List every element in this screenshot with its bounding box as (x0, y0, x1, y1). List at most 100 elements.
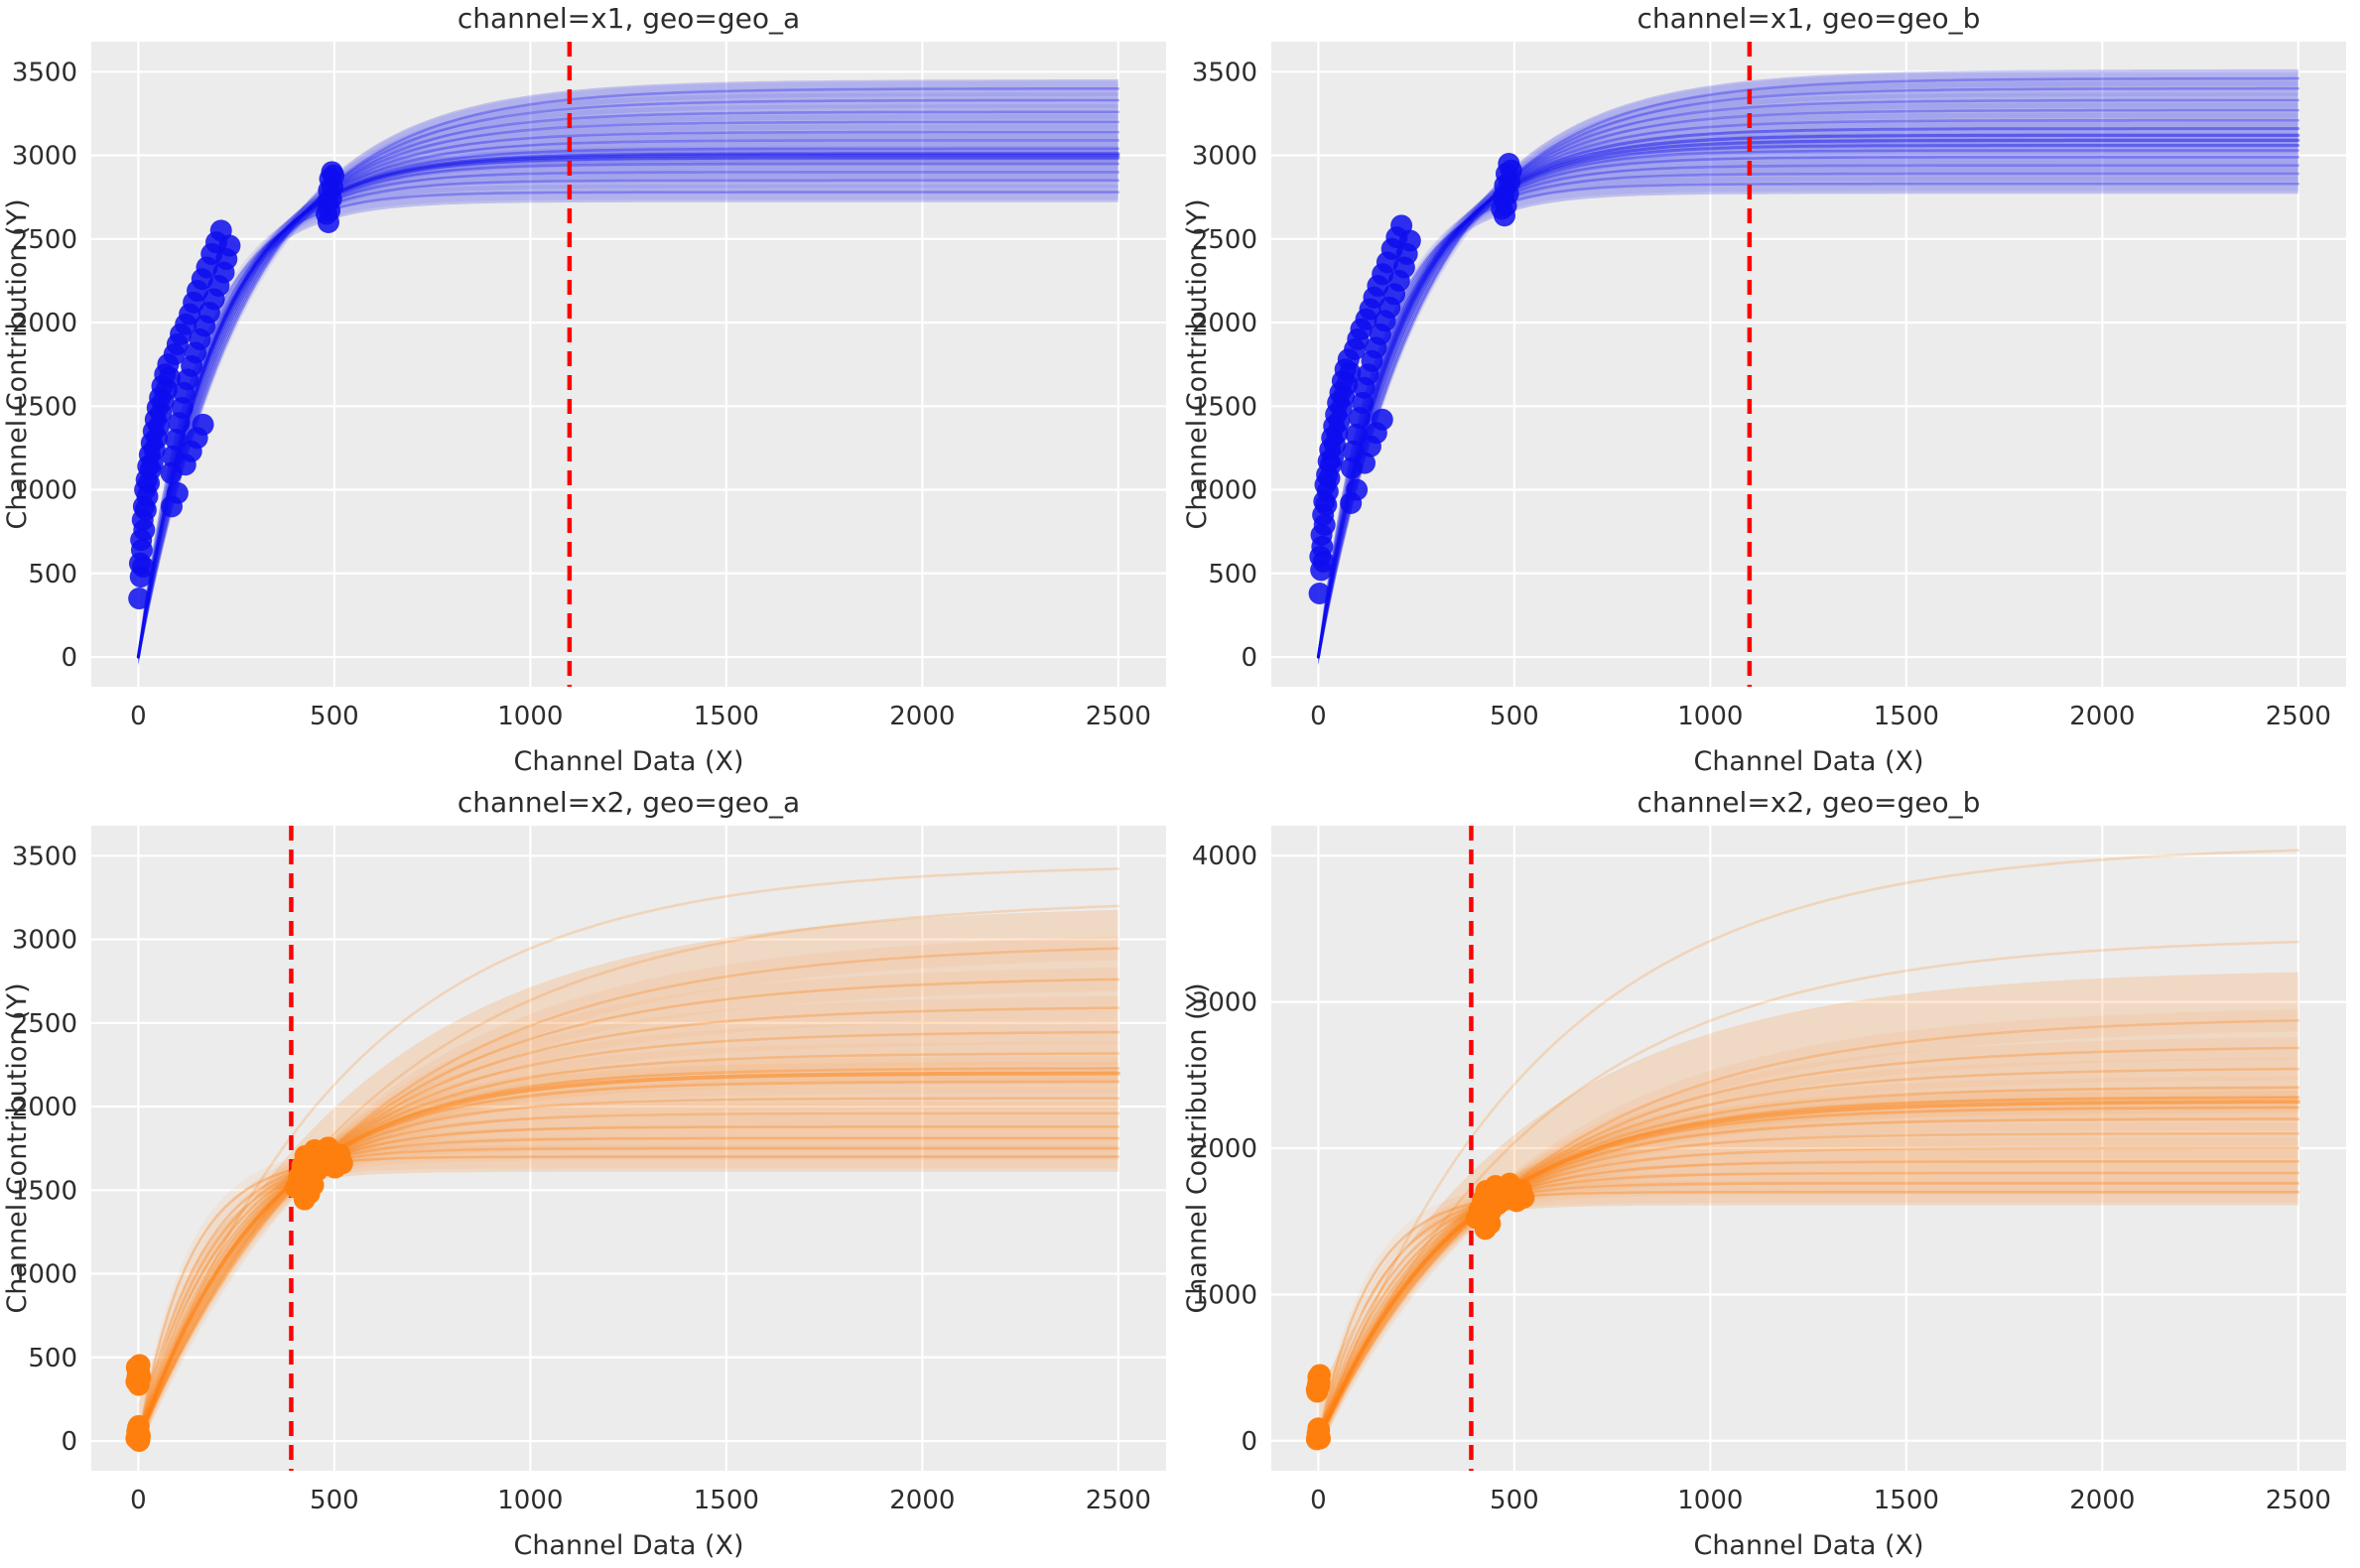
fit-curve (137, 867, 1120, 1443)
y-tick-label: 2500 (12, 1009, 77, 1039)
x-tick-label: 2500 (2266, 702, 2331, 731)
subplot-title: channel=x2, geo=geo_b (1638, 786, 1981, 819)
x-tick-label: 500 (310, 1486, 359, 1515)
scatter-point (160, 495, 183, 518)
y-tick-label: 1000 (12, 476, 77, 506)
scatter-point (1340, 492, 1363, 515)
x-tick-label: 0 (130, 1486, 147, 1515)
fit-curve (137, 98, 1120, 659)
grid-lines (1271, 42, 2346, 687)
scatter-point (1308, 582, 1331, 604)
subplot-channel-x2-geo-b: 0 500 1000 1500 2000 2500 0 1000 2000 3000 4000 cha… (1180, 784, 2360, 1568)
x-axis-label: Channel Data (X) (1693, 1530, 1923, 1561)
chart-canvas: 0 500 1000 1500 2000 2500 0 500 1000 1500 2000 2500… (2, 786, 1166, 1561)
y-tick-label: 1000 (1192, 1280, 1257, 1310)
y-tick-label: 0 (61, 643, 77, 673)
fit-curve (1317, 98, 2300, 659)
fit-curve (137, 87, 1120, 659)
scatter-point (127, 1368, 150, 1390)
curve-band (1318, 1058, 2298, 1452)
scatter-point (321, 161, 343, 184)
scatter-point (158, 366, 181, 389)
scatter-point (319, 199, 341, 222)
plot-panel (1271, 42, 2346, 687)
plot-panel (91, 826, 1166, 1471)
scatter-point (330, 1152, 353, 1175)
y-tick-label: 1500 (12, 1176, 77, 1206)
scatter-point (1308, 1371, 1331, 1393)
subplot-channel-x1-geo-a: 0 500 1000 1500 2000 2500 0 500 1000 1500 2000 2500… (0, 0, 1180, 784)
subplot-title: channel=x1, geo=geo_b (1638, 2, 1981, 35)
y-tick-label: 500 (1208, 560, 1257, 589)
y-tick-label: 3000 (1192, 988, 1257, 1018)
subplot-title: channel=x1, geo=geo_a (458, 2, 800, 35)
scatter-point (1512, 1186, 1535, 1209)
scatter-point (1308, 1418, 1331, 1441)
y-tick-label: 2000 (1192, 1134, 1257, 1164)
scatter-point (218, 234, 241, 257)
x-tick-label: 2000 (2069, 1486, 2135, 1515)
y-tick-label: 500 (28, 1344, 77, 1373)
subplot-title: channel=x2, geo=geo_a (458, 786, 800, 819)
fit-curve (136, 156, 1120, 659)
scatter-point (1498, 152, 1520, 175)
x-axis-label: Channel Data (X) (513, 746, 743, 777)
scatter-point (302, 1174, 325, 1197)
grid-lines (91, 826, 1166, 1471)
chart-canvas: 0 500 1000 1500 2000 2500 0 500 1000 1500 2000 2500… (1182, 2, 2346, 777)
x-tick-label: 2000 (889, 1486, 955, 1515)
x-tick-label: 1500 (1874, 702, 1939, 731)
y-axis-label: Channel Contribution (Y) (2, 198, 33, 529)
grid-lines (1271, 826, 2346, 1471)
x-tick-label: 1000 (1677, 1486, 1743, 1515)
plot-panel (91, 42, 1166, 687)
scatter-point (1339, 361, 1362, 384)
uncertainty-envelope (1318, 68, 2298, 668)
y-tick-label: 3000 (1192, 142, 1257, 172)
x-tick-label: 2500 (1086, 1486, 1151, 1515)
scatter-point (130, 539, 153, 562)
scatter-point (128, 588, 151, 610)
y-tick-label: 1500 (12, 392, 77, 422)
scatter-point (1371, 408, 1393, 431)
fit-curve (1316, 133, 2300, 659)
scatter-point (1398, 229, 1421, 252)
y-tick-label: 2500 (1192, 225, 1257, 255)
y-tick-label: 2500 (12, 225, 77, 255)
x-tick-label: 500 (1490, 702, 1539, 731)
scatter-point (1354, 452, 1377, 474)
fit-curve (1316, 127, 2300, 659)
scatter-point (1313, 513, 1336, 536)
fit-curve (137, 162, 1120, 659)
y-tick-label: 3000 (12, 142, 77, 172)
scatter-point (127, 1416, 150, 1439)
fit-curve (1317, 108, 2300, 659)
fit-curve (137, 110, 1120, 659)
x-tick-label: 1000 (497, 1486, 563, 1515)
y-tick-label: 0 (1241, 1427, 1257, 1457)
scatter-point (132, 556, 155, 579)
y-tick-label: 2000 (12, 309, 77, 338)
subplot-channel-x1-geo-b: 0 500 1000 1500 2000 2500 0 500 1000 1500 2000 2500… (1180, 0, 2360, 784)
x-tick-label: 1500 (694, 702, 759, 731)
x-tick-label: 0 (1310, 702, 1327, 731)
y-tick-label: 3000 (12, 926, 77, 956)
y-tick-label: 1000 (1192, 476, 1257, 506)
y-tick-label: 500 (28, 560, 77, 589)
fit-curves (136, 87, 1120, 659)
uncertainty-envelope (1318, 972, 2298, 1454)
y-tick-label: 1500 (1192, 392, 1257, 422)
fit-curve (137, 179, 1120, 659)
y-tick-label: 0 (1241, 643, 1257, 673)
fit-curve (1317, 849, 2300, 1443)
fit-curve (1317, 149, 2300, 659)
x-axis-label: Channel Data (X) (513, 1530, 743, 1561)
scatter-point (165, 428, 188, 451)
scatter-point (1495, 195, 1517, 217)
x-tick-label: 2000 (2069, 702, 2135, 731)
fit-curve (1317, 172, 2300, 659)
x-tick-label: 2500 (2266, 1486, 2331, 1515)
y-axis-label: Channel Contribution (Y) (1182, 198, 1213, 529)
fit-curves (1316, 76, 2300, 659)
